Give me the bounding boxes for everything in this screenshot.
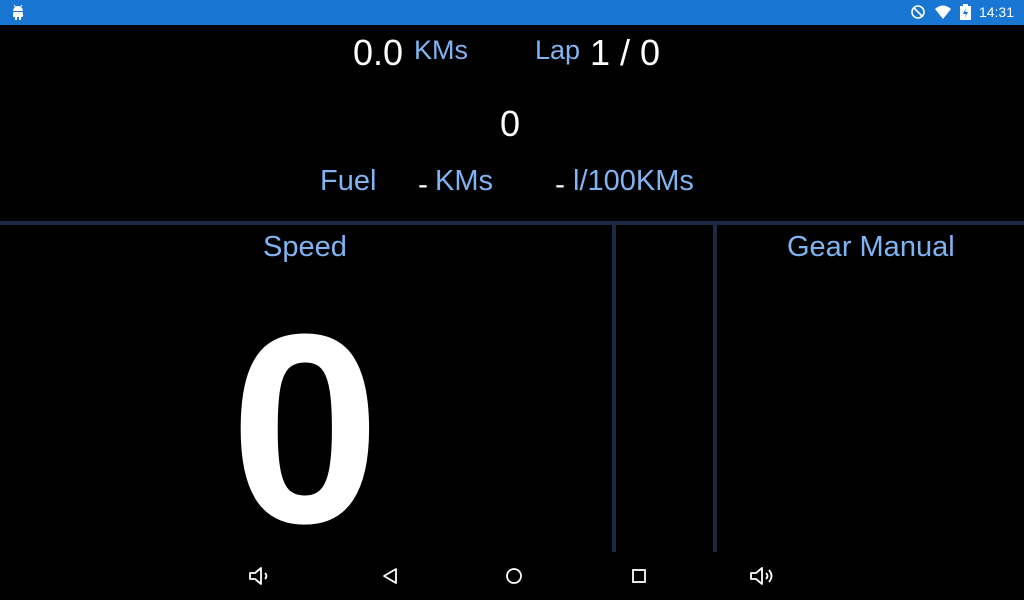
distance-unit: KMs [414, 35, 468, 65]
fuel-consumption-unit: l/100KMs [573, 165, 694, 197]
speed-label: Speed [263, 231, 347, 263]
android-icon [10, 4, 26, 24]
wifi-icon [934, 4, 952, 20]
vertical-divider-left [612, 225, 616, 552]
volume-up-icon[interactable] [748, 564, 776, 588]
lap-value: 1 / 0 [590, 32, 661, 73]
fuel-range-value: - [418, 168, 428, 201]
battery-icon [959, 4, 971, 20]
fuel-consumption-value: - [555, 168, 565, 201]
recents-icon[interactable] [625, 564, 653, 588]
speed-value: 0 [230, 279, 381, 580]
status-bar: 14:31 [0, 0, 1024, 25]
fuel-range-unit: KMs [435, 165, 493, 197]
center-counter: 0 [500, 103, 521, 144]
do-not-disturb-icon [910, 4, 926, 20]
gear-label: Gear Manual [787, 231, 955, 263]
vertical-divider-right [713, 225, 717, 552]
status-time: 14:31 [978, 4, 1014, 20]
home-icon[interactable] [500, 564, 528, 588]
navigation-bar [0, 552, 1024, 600]
horizontal-divider [0, 221, 1024, 225]
back-icon[interactable] [376, 564, 404, 588]
distance-value: 0.0 [353, 32, 404, 73]
lap-label: Lap [535, 35, 581, 65]
fuel-label: Fuel [320, 165, 377, 197]
volume-down-icon[interactable] [247, 564, 275, 588]
